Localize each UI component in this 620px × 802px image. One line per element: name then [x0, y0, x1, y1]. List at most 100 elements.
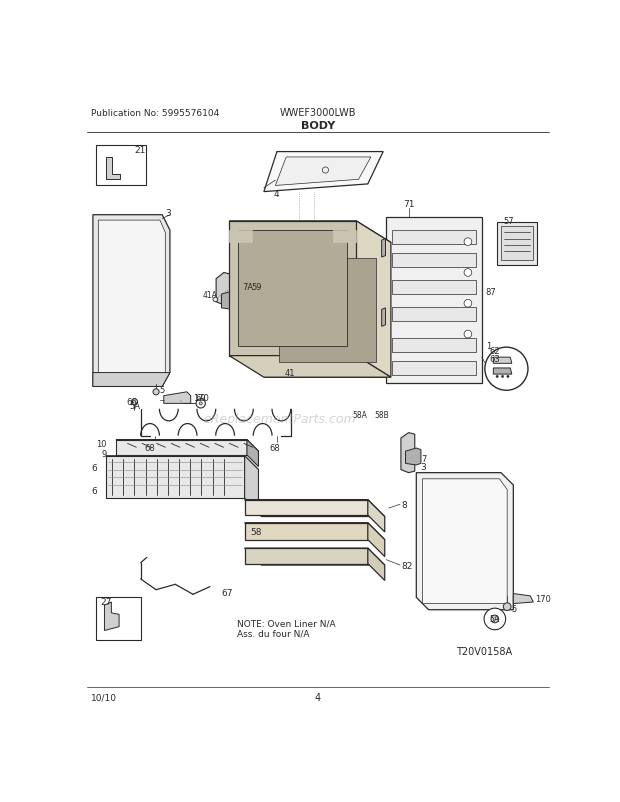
Polygon shape — [368, 500, 385, 533]
Bar — [279, 269, 285, 274]
Polygon shape — [264, 243, 391, 378]
Polygon shape — [279, 258, 376, 363]
Text: 7: 7 — [422, 455, 427, 464]
Polygon shape — [264, 152, 383, 192]
Circle shape — [484, 609, 506, 630]
Circle shape — [278, 283, 286, 291]
Polygon shape — [93, 216, 170, 387]
Polygon shape — [356, 221, 391, 378]
Text: 6: 6 — [91, 486, 97, 496]
Text: 3: 3 — [166, 209, 171, 217]
Polygon shape — [239, 231, 347, 347]
Text: 69: 69 — [195, 394, 206, 403]
Circle shape — [199, 403, 202, 405]
Bar — [392, 231, 476, 245]
Text: 71: 71 — [403, 200, 415, 209]
Polygon shape — [245, 500, 368, 516]
Circle shape — [502, 376, 503, 378]
Text: 1: 1 — [485, 342, 491, 350]
Text: 58B: 58B — [374, 411, 389, 420]
Polygon shape — [401, 433, 415, 473]
Bar — [392, 254, 476, 268]
Circle shape — [464, 269, 472, 277]
Polygon shape — [164, 392, 191, 404]
Polygon shape — [245, 500, 385, 517]
Text: 10: 10 — [96, 439, 107, 448]
Text: 68: 68 — [144, 444, 155, 452]
Polygon shape — [333, 231, 356, 243]
Circle shape — [485, 348, 528, 391]
Text: 87: 87 — [485, 288, 497, 297]
Polygon shape — [245, 456, 259, 512]
Text: 41A: 41A — [202, 290, 217, 299]
Polygon shape — [494, 368, 512, 375]
Text: 57: 57 — [503, 217, 514, 225]
Text: 68: 68 — [269, 444, 280, 452]
Polygon shape — [116, 440, 247, 456]
Text: 63: 63 — [489, 354, 500, 364]
Polygon shape — [405, 448, 421, 465]
Bar — [501, 227, 533, 261]
Text: 62: 62 — [489, 347, 500, 356]
Text: 82: 82 — [402, 561, 413, 570]
Text: 59: 59 — [252, 282, 262, 291]
Polygon shape — [275, 158, 371, 186]
Text: 41: 41 — [285, 369, 295, 378]
Polygon shape — [116, 440, 259, 452]
Bar — [497, 223, 537, 265]
Polygon shape — [247, 440, 259, 467]
Polygon shape — [229, 356, 391, 378]
Polygon shape — [245, 549, 368, 564]
Polygon shape — [99, 221, 166, 383]
Circle shape — [153, 389, 159, 395]
Polygon shape — [382, 239, 386, 257]
Circle shape — [464, 238, 472, 246]
Text: T20V0158A: T20V0158A — [456, 646, 513, 657]
Text: 4: 4 — [274, 189, 280, 198]
Polygon shape — [229, 221, 356, 356]
Polygon shape — [422, 480, 507, 604]
Text: Ass. du four N/A: Ass. du four N/A — [237, 629, 309, 638]
Circle shape — [196, 399, 205, 408]
Polygon shape — [229, 231, 252, 243]
Text: 5: 5 — [159, 386, 164, 395]
Polygon shape — [106, 456, 245, 499]
Circle shape — [503, 603, 511, 611]
Circle shape — [507, 376, 509, 378]
Polygon shape — [93, 373, 170, 387]
Polygon shape — [106, 158, 120, 180]
Text: 5A: 5A — [490, 614, 500, 624]
Polygon shape — [221, 292, 237, 310]
Text: 21: 21 — [135, 146, 146, 155]
Polygon shape — [416, 473, 513, 610]
Text: 66: 66 — [127, 397, 138, 406]
Text: 170: 170 — [193, 394, 209, 403]
Text: 5: 5 — [512, 604, 517, 613]
Text: NOTE: Oven Liner N/A: NOTE: Oven Liner N/A — [237, 618, 335, 627]
Text: 58: 58 — [250, 528, 262, 537]
Polygon shape — [216, 273, 230, 306]
Circle shape — [213, 298, 218, 302]
Text: 8: 8 — [402, 500, 407, 509]
Polygon shape — [494, 358, 512, 364]
Polygon shape — [368, 523, 385, 557]
Polygon shape — [368, 549, 385, 581]
Text: WWEF3000LWB: WWEF3000LWB — [280, 108, 356, 118]
Text: 3: 3 — [420, 463, 426, 472]
Text: 10/10: 10/10 — [91, 693, 117, 702]
Polygon shape — [386, 218, 482, 383]
Text: Publication No: 5995576104: Publication No: 5995576104 — [91, 108, 219, 118]
Polygon shape — [245, 549, 385, 565]
Circle shape — [491, 615, 498, 623]
Circle shape — [464, 300, 472, 308]
Circle shape — [496, 376, 498, 378]
Polygon shape — [229, 221, 391, 243]
Bar — [392, 308, 476, 322]
Text: 170: 170 — [535, 595, 551, 604]
Polygon shape — [245, 523, 385, 540]
Text: 27: 27 — [100, 597, 112, 606]
Bar — [392, 281, 476, 294]
Text: eReplacementParts.com: eReplacementParts.com — [203, 413, 355, 426]
Text: 9: 9 — [102, 449, 107, 458]
Bar — [392, 338, 476, 352]
